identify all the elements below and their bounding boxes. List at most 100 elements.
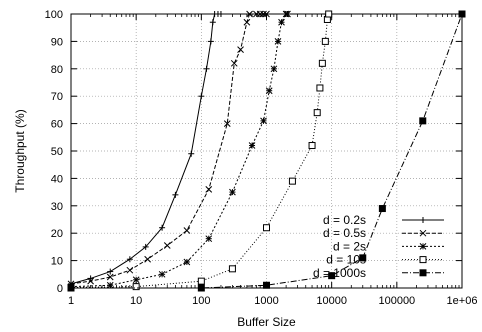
y-tick-label: 0 [57,283,63,295]
legend-item: d = 2s [333,239,444,253]
legend-item: d = 0.5s [323,226,444,240]
data-point [243,18,251,26]
data-point [223,120,231,127]
legend-label: d = 1000s [313,266,366,280]
data-point [163,242,171,249]
x-tick-label: 1 [68,295,74,307]
data-point [419,243,427,250]
y-tick-label: 40 [51,173,63,185]
data-point [209,19,216,26]
data-point [274,38,282,45]
data-point [144,255,151,263]
data-point [308,142,316,150]
data-point [228,265,236,273]
series-2 [67,10,270,288]
data-point [325,10,333,18]
series-5 [67,10,466,292]
legend-item: d = 0.2s [323,213,444,227]
y-tick-label: 50 [51,146,63,158]
axis-ticks: 1 10 100 1000 10000 100000 1e+06 0 10 20 30 40 50 60 7… [45,9,478,307]
series-line [70,13,221,285]
data-point [248,142,256,149]
data-point [237,46,244,53]
legend-item: d = 1000s [313,266,444,280]
data-point [126,266,134,274]
series-line [71,13,463,289]
data-point [458,10,466,18]
x-tick-label: 100 [192,295,210,307]
data-point [172,191,179,198]
data-point [288,177,296,185]
data-point [207,38,214,45]
data-point [205,235,213,243]
data-point [420,217,426,223]
data-point [313,109,321,117]
series-1 [68,11,224,287]
data-point [260,10,267,18]
series-4 [67,10,333,291]
data-point [126,256,133,263]
legend-label: d = 0.2s [323,213,366,227]
y-tick-label: 20 [51,228,63,240]
data-point [284,10,291,18]
data-point [378,205,386,213]
data-point [198,93,205,100]
data-point [419,117,427,125]
data-point [188,150,195,157]
data-point [263,10,270,18]
data-point [278,18,285,26]
data-point [265,87,273,95]
data-point [263,281,270,289]
data-point [106,273,114,281]
data-point [87,275,94,282]
data-point [217,11,224,17]
data-point [158,270,166,278]
y-tick-label: 100 [45,9,63,21]
series [67,10,466,292]
y-tick-label: 70 [51,91,63,103]
data-point [359,254,367,262]
data-point [328,272,336,280]
data-point [107,268,114,275]
data-point [203,65,210,72]
y-tick-label: 30 [51,201,63,213]
legend-label: d = 2s [333,239,366,253]
x-tick-label: 1000 [254,295,278,307]
legend-label: d = 10s [326,253,366,267]
data-point [419,256,427,264]
data-point [419,269,427,277]
data-point [197,277,205,285]
data-point [260,117,267,125]
y-tick-label: 60 [51,119,63,131]
y-tick-label: 10 [51,256,63,268]
legend-item: d = 10s [326,253,444,267]
data-point [419,229,427,237]
data-point [270,65,278,73]
y-tick-label: 90 [51,36,63,48]
series-3 [67,10,291,290]
series-line [70,13,288,288]
data-point [142,243,149,250]
x-tick-label: 100000 [378,295,415,307]
data-point [318,59,326,67]
data-point [246,10,253,18]
data-point [321,37,329,45]
data-point [67,284,75,292]
data-point [183,227,191,234]
y-tick-label: 80 [51,64,63,76]
x-tick-label: 10 [130,295,142,307]
data-point [263,224,270,232]
x-tick-label: 1e+06 [447,295,478,307]
data-point [197,284,205,292]
data-point [230,59,238,67]
x-axis-label: Buffer Size [237,315,296,329]
data-point [229,188,236,196]
data-point [159,224,166,231]
data-point [183,258,191,266]
data-point [87,277,94,285]
data-point [132,283,140,291]
x-tick-label: 10000 [316,295,347,307]
